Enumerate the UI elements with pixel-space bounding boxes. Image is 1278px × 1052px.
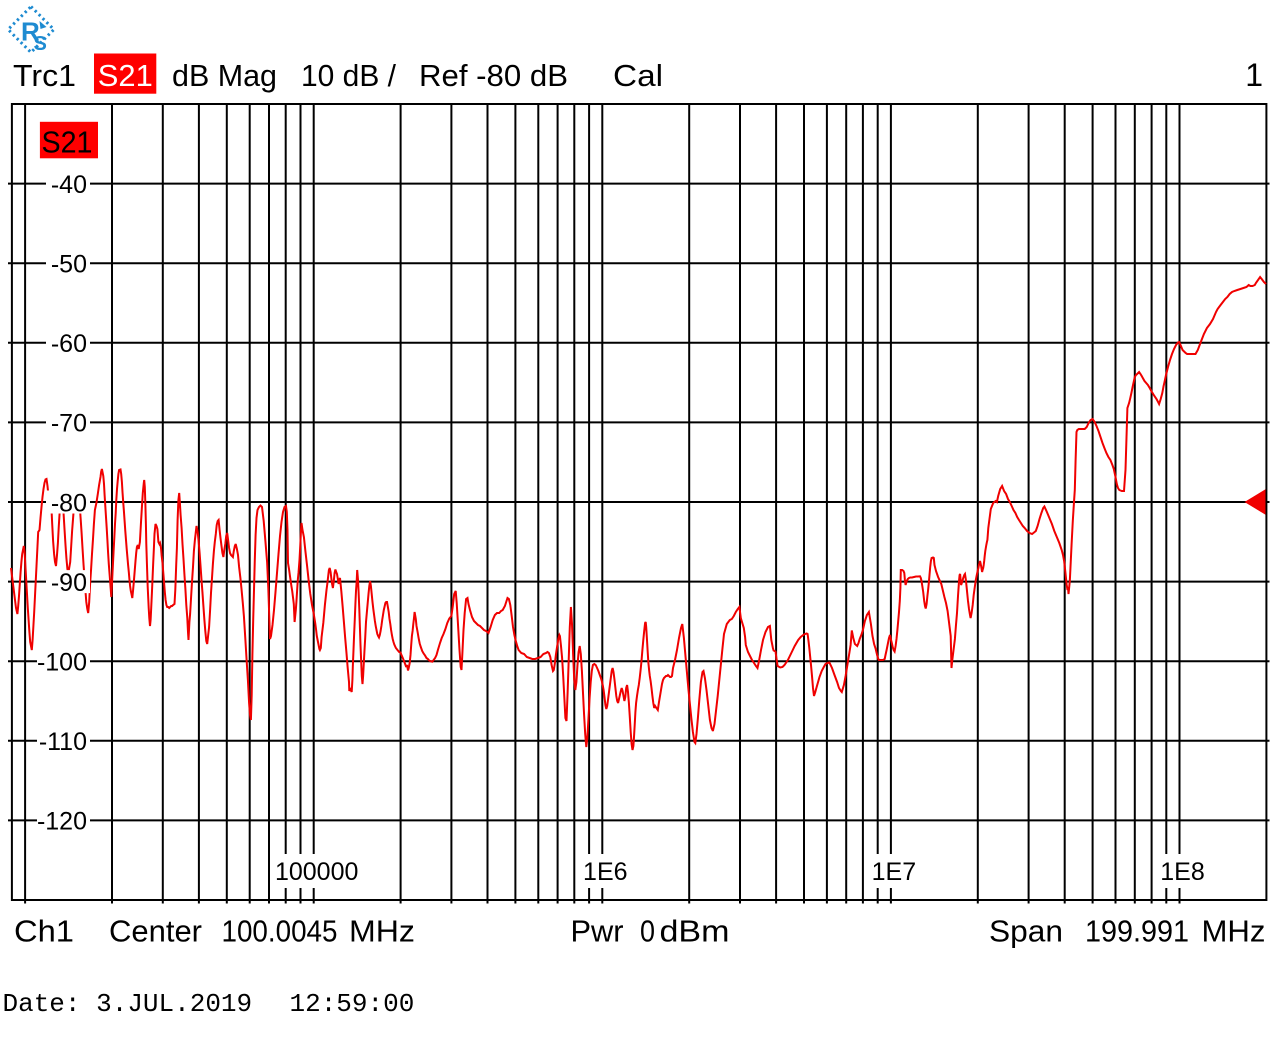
svg-text:Span: Span: [989, 914, 1063, 949]
svg-text:-40: -40: [51, 171, 87, 199]
svg-text:-50: -50: [51, 251, 87, 279]
svg-text:S: S: [34, 33, 47, 55]
svg-text:Ref -80 dB: Ref -80 dB: [419, 58, 568, 93]
svg-text:MHz: MHz: [1202, 914, 1266, 949]
svg-text:0: 0: [640, 914, 655, 949]
svg-text:Ch1: Ch1: [14, 914, 74, 949]
svg-text:Pwr: Pwr: [571, 914, 624, 949]
svg-text:100000: 100000: [275, 858, 358, 886]
svg-text:1E6: 1E6: [583, 858, 627, 886]
svg-text:Cal: Cal: [613, 58, 663, 93]
svg-text:-100: -100: [37, 649, 87, 677]
svg-text:R: R: [21, 17, 40, 47]
svg-text:Date: 3.JUL.2019: Date: 3.JUL.2019: [3, 989, 253, 1019]
svg-text:1E8: 1E8: [1160, 858, 1204, 886]
svg-text:dBm: dBm: [660, 914, 730, 949]
svg-text:1E7: 1E7: [872, 858, 916, 886]
svg-text:199.991: 199.991: [1085, 914, 1189, 949]
svg-text:-120: -120: [37, 808, 87, 836]
svg-text:S21: S21: [42, 125, 93, 160]
svg-text:10 dB /: 10 dB /: [301, 58, 396, 93]
svg-text:Trc1: Trc1: [13, 58, 76, 93]
svg-text:MHz: MHz: [349, 914, 415, 949]
svg-text:dB Mag: dB Mag: [172, 58, 277, 93]
svg-text:-60: -60: [51, 330, 87, 358]
svg-text:1: 1: [1245, 57, 1263, 93]
svg-text:12:59:00: 12:59:00: [290, 989, 415, 1019]
svg-text:-70: -70: [51, 410, 87, 438]
svg-text:Center: Center: [109, 914, 202, 949]
svg-text:S21: S21: [98, 58, 153, 93]
svg-text:-110: -110: [39, 728, 87, 756]
svg-text:100.0045: 100.0045: [222, 914, 338, 949]
svg-text:-90: -90: [51, 569, 87, 597]
svg-text:-80: -80: [51, 489, 87, 517]
